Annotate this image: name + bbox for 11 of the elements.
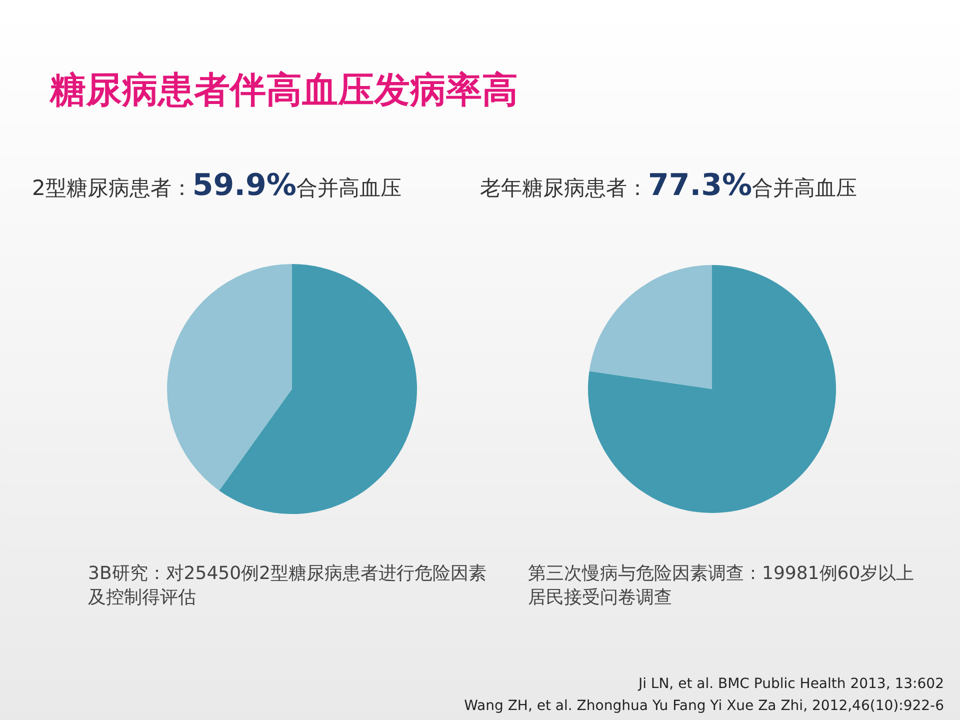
pie-slice [167,264,292,491]
text: 第三次慢病与危险因素调查：19981例60岁以上居民接受问卷调查 [528,562,916,610]
text: 3B研究：对25450例2型糖尿病患者进行危险因素及控制得评估 [88,562,488,610]
text: Ji LN, et al. BMC Public Health 2013, 13:602 [638,676,944,692]
chart-title: 糖尿病患者伴高血压发病率高 [50,69,518,113]
pie-slice [219,264,417,514]
pie-slice [589,265,712,389]
chart-subtitle: 老年糖尿病患者：77.3%合并高血压 [480,168,858,203]
chart-subtitle: 2型糖尿病患者：59.9%合并高血压 [32,168,402,203]
text: Wang ZH, et al. Zhonghua Yu Fang Yi Xue Za Zhi, 2012,46(10):922-6 [464,698,944,714]
pie-slice [588,265,836,513]
